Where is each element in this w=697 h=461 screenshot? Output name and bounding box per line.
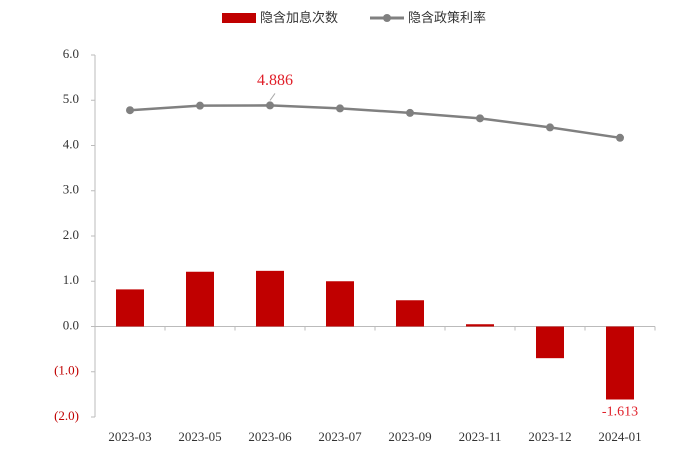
y-tick-label: 3.0: [63, 182, 79, 197]
bar: [186, 271, 214, 327]
y-tick-label: 2.0: [63, 227, 79, 242]
bar: [466, 324, 494, 327]
line-marker: [266, 101, 274, 110]
legend-label: 隐含政策利率: [408, 10, 486, 25]
y-tick-label: 0.0: [63, 317, 79, 332]
y-tick-label: 4.0: [63, 136, 79, 151]
line-marker: [406, 108, 414, 117]
bar: [536, 326, 564, 359]
line-marker: [126, 106, 134, 115]
x-tick-label: 2023-06: [248, 429, 292, 444]
line-marker: [616, 133, 624, 142]
y-tick-label: (1.0): [54, 363, 79, 378]
x-tick-label: 2023-12: [528, 429, 571, 444]
line: [129, 104, 621, 140]
data-label: 4.886: [257, 72, 293, 89]
y-tick-label: 6.0: [63, 46, 79, 61]
bar: [606, 326, 634, 400]
label-leader: [269, 93, 276, 101]
x-tick-label: 2024-01: [598, 429, 641, 444]
y-tick-label: 5.0: [63, 91, 79, 106]
x-tick-label: 2023-03: [108, 429, 151, 444]
line-marker: [546, 123, 554, 132]
line-marker: [476, 114, 484, 123]
bar: [256, 270, 284, 327]
bar: [326, 281, 354, 327]
line-marker: [196, 101, 204, 110]
line-marker: [336, 104, 344, 113]
bar: [396, 300, 424, 327]
y-tick-label: (2.0): [54, 408, 79, 423]
legend-swatch: [222, 13, 256, 23]
data-label: -1.613: [602, 405, 638, 420]
legend-label: 隐含加息次数: [260, 10, 338, 25]
bar: [116, 289, 144, 327]
x-tick-label: 2023-11: [459, 429, 502, 444]
x-tick-label: 2023-07: [318, 429, 362, 444]
y-tick-label: 1.0: [63, 272, 79, 287]
x-tick-label: 2023-05: [178, 429, 221, 444]
legend-marker: [383, 14, 391, 22]
x-tick-label: 2023-09: [388, 429, 431, 444]
